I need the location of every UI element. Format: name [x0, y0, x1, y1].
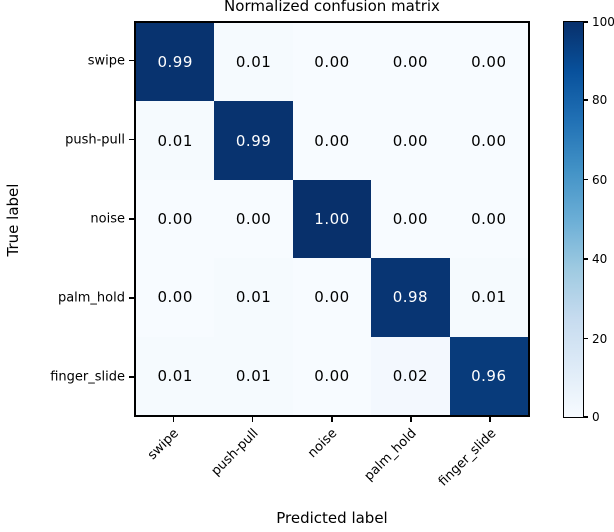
y-tick-label-push-pull: push-pull: [65, 132, 125, 148]
matrix-cell-swipe-finger_slide: 0.00: [449, 23, 528, 102]
colorbar-tick-mark: [584, 178, 588, 181]
x-axis-title: Predicted label: [276, 509, 388, 527]
y-tick-label-finger_slide: finger_slide: [50, 369, 125, 385]
y-tick-mark: [129, 138, 134, 141]
y-tick-label-palm_hold: palm_hold: [57, 290, 125, 306]
matrix-cell-finger_slide-finger_slide: 0.96: [449, 336, 528, 415]
y-tick-mark: [129, 376, 134, 378]
chart-title: Normalized confusion matrix: [224, 0, 440, 15]
x-tick-label-noise: noise: [305, 426, 341, 462]
colorbar-tick-label-100: 100: [592, 15, 614, 29]
matrix-cell-swipe-swipe: 0.99: [136, 23, 215, 102]
x-tick-mark: [251, 417, 254, 422]
colorbar-tick-label-80: 80: [592, 93, 608, 108]
matrix-cell-palm_hold-finger_slide: 0.01: [449, 258, 528, 337]
colorbar-tick-mark: [584, 416, 588, 418]
matrix-cell-finger_slide-swipe: 0.01: [136, 336, 215, 415]
matrix-cell-push-pull-palm_hold: 0.00: [371, 101, 450, 180]
x-tick-mark: [410, 417, 412, 422]
colorbar: [563, 21, 584, 418]
matrix-cell-noise-noise: 1.00: [292, 179, 372, 259]
x-tick-mark: [331, 417, 333, 422]
colorbar-tick-mark: [584, 21, 588, 23]
matrix-cell-noise-push-pull: 0.00: [214, 179, 293, 259]
y-axis-title: True label: [4, 183, 22, 257]
y-tick-label-noise: noise: [90, 211, 125, 227]
matrix-cell-noise-finger_slide: 0.00: [449, 179, 528, 259]
matrix-cell-push-pull-swipe: 0.01: [136, 101, 215, 180]
matrix-cell-finger_slide-push-pull: 0.01: [214, 336, 293, 415]
x-tick-mark: [172, 417, 175, 422]
confusion-matrix-grid: 0.99 0.01 0.00 0.00 0.00 0.01 0.99 0.00 0.00 0.00…: [136, 23, 528, 415]
x-tick-label-push-pull: push-pull: [208, 426, 262, 479]
matrix-cell-swipe-palm_hold: 0.00: [371, 23, 450, 102]
colorbar-tick-mark: [584, 337, 588, 340]
matrix-cell-push-pull-noise: 0.00: [292, 101, 372, 180]
colorbar-tick-label-20: 20: [592, 331, 608, 346]
colorbar-tick-mark: [584, 258, 588, 260]
heatmap-plot-area: 0.99 0.01 0.00 0.00 0.00 0.01 0.99 0.00 0.00 0.00…: [134, 21, 530, 417]
matrix-cell-swipe-push-pull: 0.01: [214, 23, 293, 102]
y-tick-mark: [129, 218, 134, 220]
colorbar-tick-label-0: 0: [592, 410, 600, 424]
matrix-cell-palm_hold-noise: 0.00: [292, 258, 372, 337]
matrix-cell-push-pull-push-pull: 0.99: [214, 101, 293, 180]
y-tick-mark: [129, 59, 134, 62]
colorbar-tick-mark: [584, 99, 588, 101]
x-tick-label-palm_hold: palm_hold: [361, 426, 420, 485]
matrix-cell-finger_slide-palm_hold: 0.02: [371, 336, 450, 415]
matrix-cell-palm_hold-swipe: 0.00: [136, 258, 215, 337]
y-tick-mark: [129, 297, 134, 299]
matrix-cell-swipe-noise: 0.00: [292, 23, 372, 102]
y-tick-label-swipe: swipe: [87, 53, 125, 69]
matrix-cell-noise-swipe: 0.00: [136, 179, 215, 259]
matrix-cell-push-pull-finger_slide: 0.00: [449, 101, 528, 180]
matrix-cell-finger_slide-noise: 0.00: [292, 336, 372, 415]
x-tick-mark: [489, 417, 491, 422]
matrix-cell-palm_hold-palm_hold: 0.98: [371, 258, 450, 337]
x-tick-label-swipe: swipe: [145, 426, 183, 463]
matrix-cell-palm_hold-push-pull: 0.01: [214, 258, 293, 337]
matrix-cell-noise-palm_hold: 0.00: [371, 179, 450, 259]
colorbar-tick-label-60: 60: [592, 172, 608, 187]
colorbar-tick-label-40: 40: [592, 252, 608, 267]
x-tick-label-finger_slide: finger_slide: [435, 426, 500, 490]
